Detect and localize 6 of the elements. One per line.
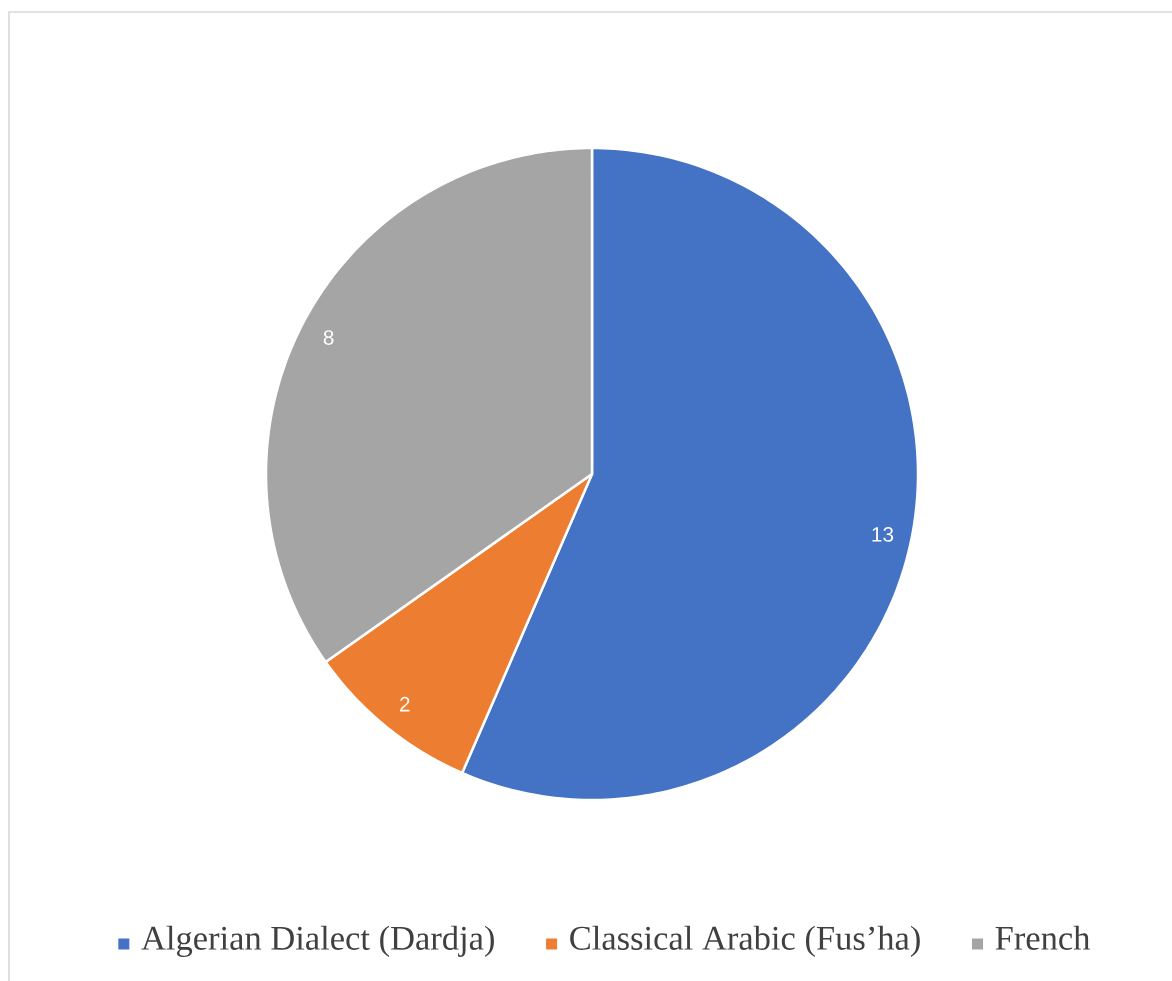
data-label: 8 [323,330,334,345]
data-label: 2 [400,696,410,712]
legend-label: Classical Arabic (Fus’ha) [570,925,920,957]
legend-label: Algerian Dialect (Dardja) [141,925,494,958]
data-label: 13 [872,526,894,542]
legend-label: French [995,925,1091,950]
